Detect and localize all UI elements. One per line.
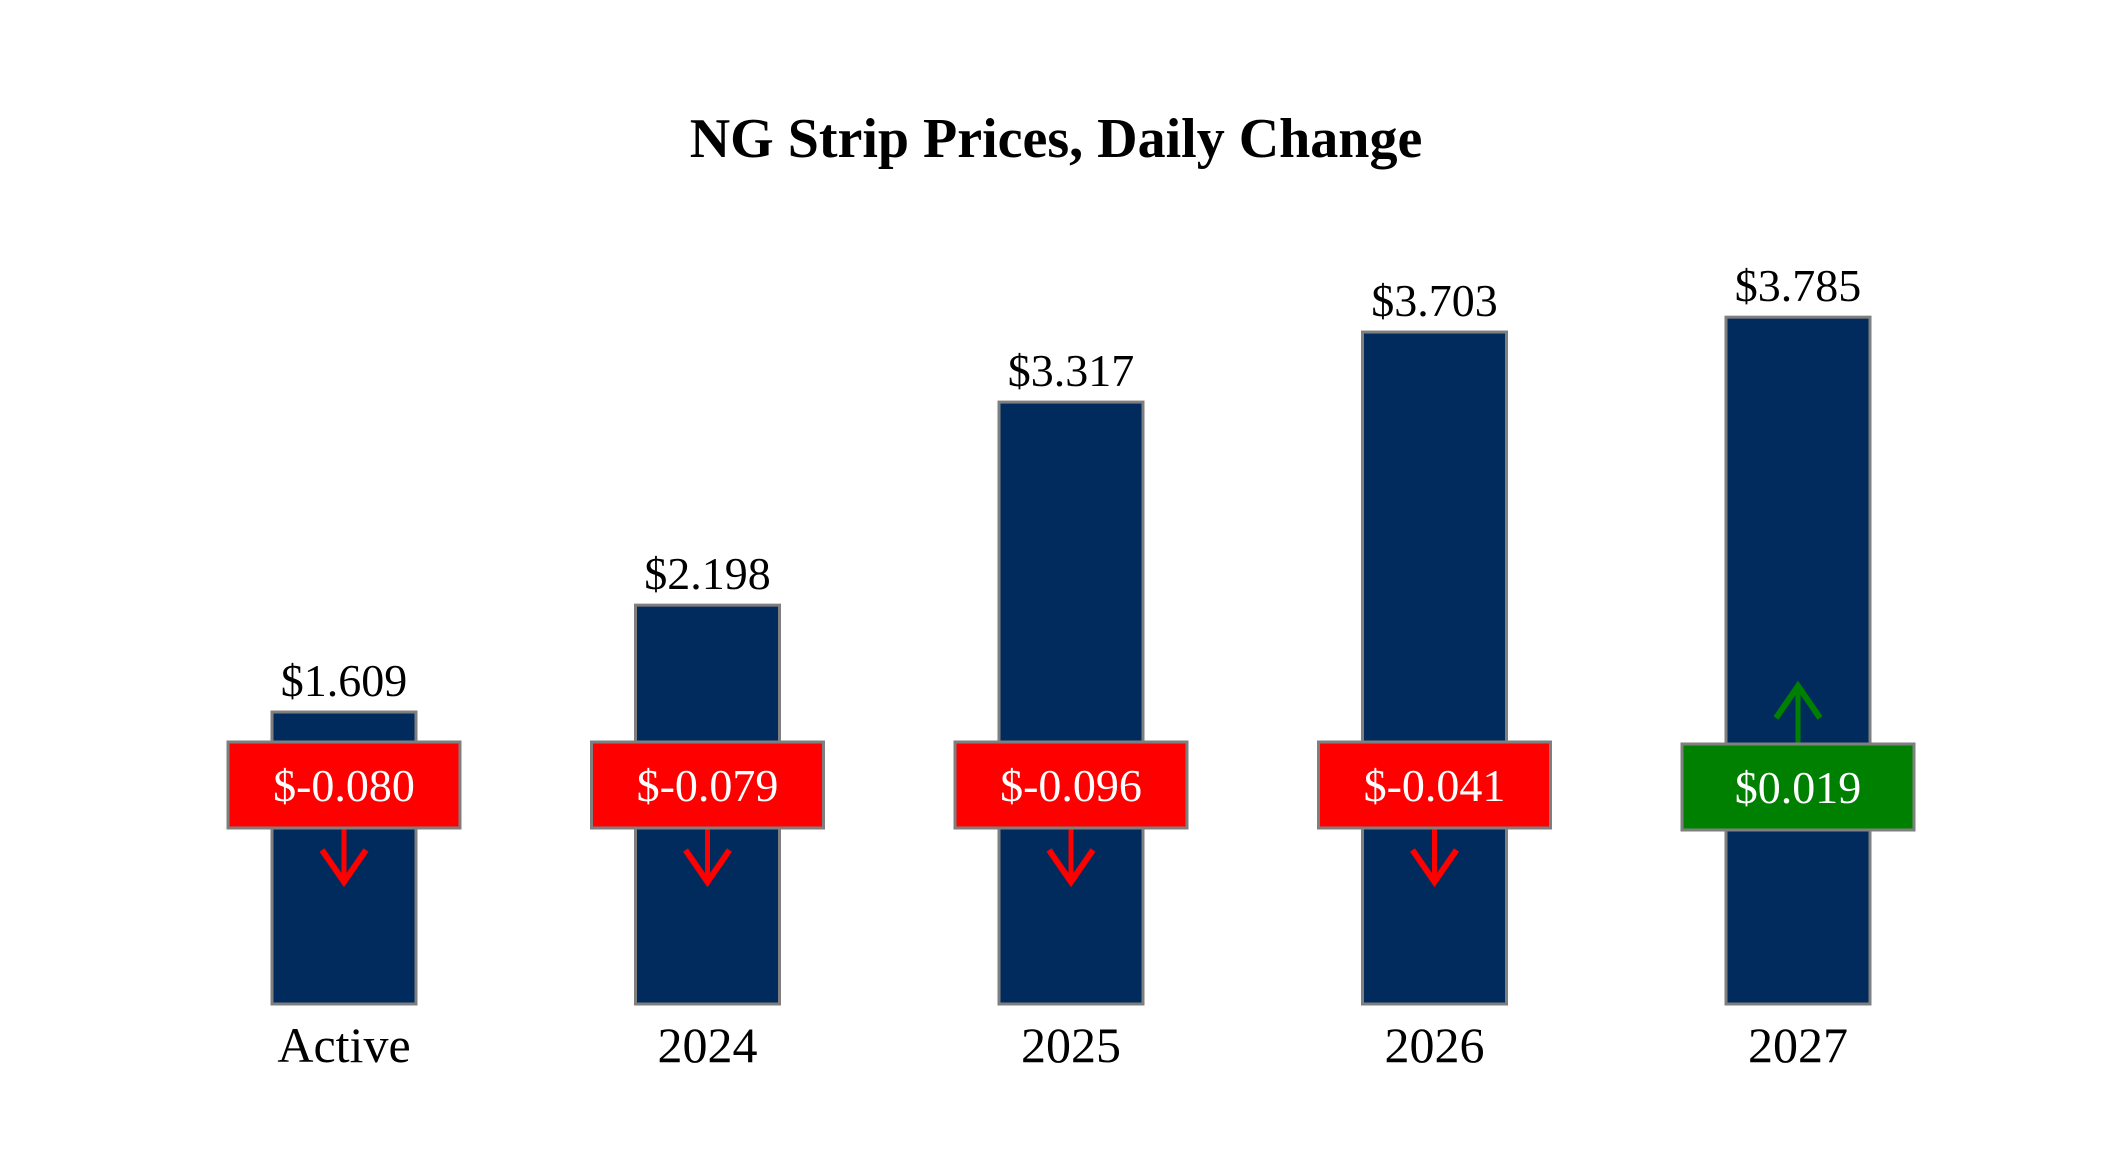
bar-value-label: $1.609 bbox=[281, 655, 408, 706]
arrow-down-icon bbox=[319, 828, 369, 888]
change-label: $-0.096 bbox=[1000, 760, 1142, 811]
arrow-up-icon bbox=[1773, 680, 1823, 744]
change-label: $0.019 bbox=[1735, 762, 1862, 813]
arrow-down-icon bbox=[1410, 828, 1459, 888]
x-tick-label: 2025 bbox=[1021, 1017, 1121, 1073]
x-tick-label: 2027 bbox=[1748, 1017, 1848, 1073]
change-label: $-0.080 bbox=[273, 760, 415, 811]
change-label: $-0.041 bbox=[1364, 760, 1506, 811]
bar-value-label: $3.317 bbox=[1008, 345, 1135, 396]
x-tick-label: Active bbox=[277, 1017, 410, 1073]
arrow-down-icon bbox=[1046, 828, 1096, 888]
arrow-down-icon bbox=[683, 828, 732, 888]
change-label: $-0.079 bbox=[637, 760, 779, 811]
change-box bbox=[1680, 742, 1916, 832]
bar-value-label: $2.198 bbox=[644, 548, 771, 599]
bar bbox=[1724, 315, 1872, 1006]
chart-title: NG Strip Prices, Daily Change bbox=[689, 108, 1423, 170]
arrow-head bbox=[683, 848, 732, 888]
change-box bbox=[953, 740, 1189, 830]
bar bbox=[1361, 330, 1508, 1006]
change-box bbox=[1317, 740, 1552, 830]
x-tick-label: 2024 bbox=[658, 1017, 758, 1073]
bar-value-label: $3.785 bbox=[1735, 260, 1862, 311]
bar bbox=[997, 400, 1145, 1006]
arrow-head bbox=[1773, 680, 1823, 720]
change-box bbox=[590, 740, 825, 830]
x-tick-label: 2026 bbox=[1385, 1017, 1485, 1073]
arrow-head bbox=[1410, 848, 1459, 888]
arrow-head bbox=[1046, 848, 1096, 888]
bar-value-label: $3.703 bbox=[1371, 275, 1498, 326]
change-box bbox=[226, 740, 462, 830]
arrow-head bbox=[319, 848, 369, 888]
